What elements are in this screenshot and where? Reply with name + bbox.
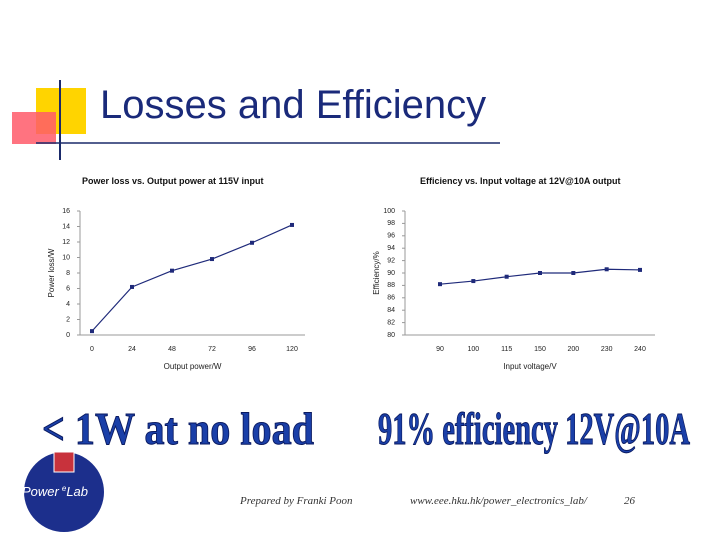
x-tick-label: 72 — [208, 346, 216, 353]
y-tick-label: 4 — [66, 301, 70, 308]
y-tick-label: 2 — [66, 316, 70, 323]
decor-red — [12, 112, 56, 144]
data-point — [90, 329, 94, 334]
x-tick-label: 90 — [436, 346, 444, 353]
y-tick-label: 14 — [62, 223, 70, 230]
footer-author: Prepared by Franki Poon — [239, 495, 353, 507]
data-point — [438, 282, 442, 287]
y-tick-label: 12 — [62, 239, 70, 246]
y-tick-label: 88 — [387, 282, 395, 289]
x-tick-label: 120 — [286, 346, 298, 353]
y-tick-label: 84 — [387, 307, 395, 314]
y-tick-label: 98 — [387, 220, 395, 227]
chart-title: Power loss vs. Output power at 115V inpu… — [82, 176, 264, 186]
x-axis-label: Output power/W — [164, 362, 222, 371]
page-number: 26 — [624, 495, 636, 507]
x-tick-label: 115 — [501, 346, 512, 353]
y-tick-label: 90 — [387, 270, 395, 277]
logo-badge — [24, 452, 104, 532]
chart-title: Efficiency vs. Input voltage at 12V@10A … — [420, 176, 620, 186]
data-point — [638, 267, 642, 272]
y-tick-label: 92 — [387, 257, 395, 264]
y-tick-label: 6 — [66, 285, 70, 292]
y-tick-label: 86 — [387, 295, 395, 302]
y-tick-label: 16 — [62, 208, 70, 215]
x-tick-label: 0 — [90, 346, 94, 353]
footer-url: www.eee.hku.hk/power_electronics_lab/ — [410, 495, 588, 507]
y-axis-label: Efficiency/% — [372, 251, 381, 294]
x-tick-label: 240 — [634, 346, 646, 353]
data-point — [170, 268, 174, 273]
y-axis-label: Power loss/W — [47, 248, 56, 297]
banner: < 1W at no load — [42, 403, 314, 454]
logo-text: e — [62, 484, 67, 493]
x-tick-label: 24 — [128, 346, 136, 353]
x-tick-label: 96 — [248, 346, 256, 353]
y-tick-label: 10 — [62, 254, 70, 261]
y-tick-label: 80 — [387, 332, 395, 339]
y-tick-label: 100 — [383, 208, 395, 215]
banner: 91% efficiency 12V@10A — [378, 403, 690, 454]
x-tick-label: 48 — [168, 346, 176, 353]
x-tick-label: 200 — [567, 346, 579, 353]
y-tick-label: 8 — [66, 270, 70, 277]
data-point — [471, 279, 476, 284]
data-line — [91, 224, 293, 332]
data-point — [130, 284, 134, 289]
y-tick-label: 96 — [387, 233, 395, 240]
logo: Power eLab — [22, 484, 88, 499]
x-tick-label: 100 — [467, 346, 479, 353]
y-tick-label: 0 — [66, 332, 70, 339]
slide-title: Losses and Efficiency — [100, 83, 486, 127]
y-tick-label: 82 — [387, 319, 395, 326]
data-point — [290, 222, 294, 227]
y-tick-label: 94 — [387, 245, 395, 252]
data-point — [504, 274, 509, 279]
logo-text: Power — [22, 484, 60, 499]
data-point — [604, 267, 609, 272]
x-tick-label: 230 — [601, 346, 613, 353]
logo-crest — [53, 451, 75, 473]
data-point — [538, 271, 542, 275]
x-axis-label: Input voltage/V — [503, 362, 557, 371]
logo-text: Lab — [66, 484, 88, 499]
data-point — [571, 271, 576, 275]
x-tick-label: 150 — [534, 346, 546, 353]
data-point — [250, 240, 254, 245]
data-point — [210, 257, 214, 262]
